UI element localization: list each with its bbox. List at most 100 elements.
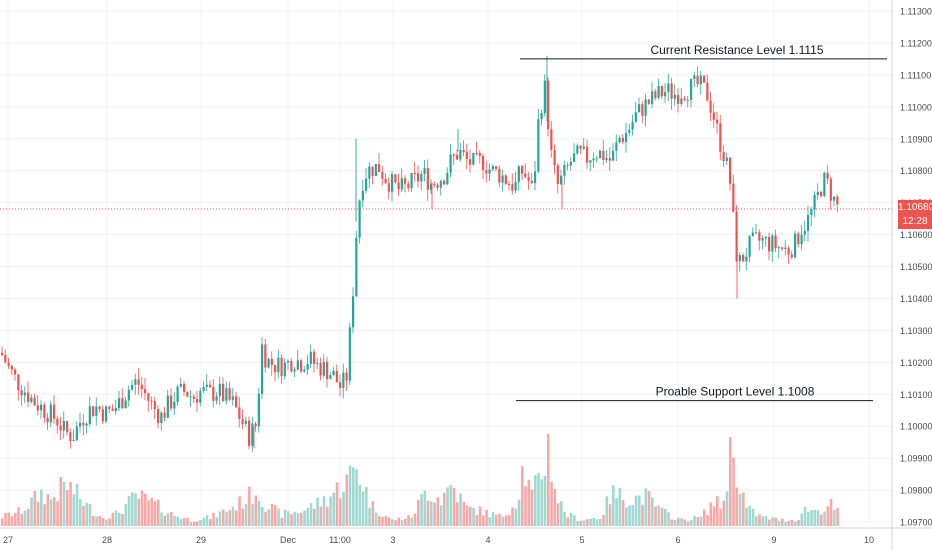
- candle-body: [712, 112, 715, 120]
- candle-body: [547, 80, 550, 130]
- candle-body: [777, 247, 780, 249]
- candle-body: [699, 75, 702, 85]
- candle-body: [592, 158, 595, 161]
- volume-bar: [543, 475, 547, 526]
- candle-body: [631, 121, 634, 130]
- volume-bar: [634, 495, 638, 526]
- candle-body: [426, 168, 429, 190]
- candle-body: [794, 233, 797, 258]
- candle-body: [329, 375, 332, 380]
- candle-body: [196, 398, 199, 403]
- candle-body: [696, 75, 699, 85]
- volume-bar: [387, 517, 391, 526]
- candle-body: [248, 420, 251, 446]
- volume-bar: [680, 518, 683, 526]
- candle-body: [371, 166, 374, 176]
- candle-body: [316, 363, 319, 365]
- volume-bar: [140, 490, 144, 526]
- candle-body: [241, 419, 244, 424]
- candle-body: [504, 175, 507, 184]
- candle-body: [374, 164, 377, 176]
- candle-body: [781, 247, 784, 249]
- candle-body: [378, 164, 381, 173]
- candle-body: [433, 184, 436, 186]
- candle-body: [725, 157, 728, 162]
- volume-bar: [495, 514, 498, 526]
- volume-bar: [254, 495, 258, 526]
- volume-bar: [274, 505, 277, 526]
- candle-body: [365, 178, 368, 191]
- candle-body: [358, 200, 361, 238]
- volume-bar: [66, 489, 69, 526]
- volume-bar: [683, 519, 687, 526]
- y-tick-label: 1.10300: [900, 326, 932, 336]
- volume-bar: [797, 520, 800, 526]
- candle-body: [612, 150, 615, 161]
- candle-body: [443, 180, 446, 185]
- volume-bar: [374, 512, 378, 526]
- volume-bar: [33, 490, 37, 526]
- volume-bar: [560, 501, 563, 526]
- candle-body: [836, 196, 839, 205]
- volume-bar: [313, 508, 316, 526]
- candle-body: [810, 209, 813, 216]
- y-tick-label: 1.10100: [900, 390, 932, 400]
- candle-body: [17, 374, 20, 391]
- candle-body: [560, 175, 563, 184]
- candle-body: [88, 406, 91, 424]
- volume-bar: [608, 504, 612, 526]
- candle-body: [703, 75, 706, 83]
- volume-bar: [378, 516, 381, 526]
- y-tick-label: 1.10800: [900, 166, 932, 176]
- volume-bar: [443, 492, 446, 526]
- volume-bar: [228, 510, 232, 526]
- candle-body: [787, 247, 790, 255]
- volume-bar: [781, 518, 784, 526]
- volume-bar: [579, 520, 583, 526]
- candle-body: [628, 129, 631, 133]
- volume-bar: [384, 515, 388, 526]
- x-tick-label: Dec: [280, 535, 297, 545]
- volume-bar: [280, 517, 284, 526]
- candle-body: [176, 386, 179, 402]
- volume-bar: [813, 510, 817, 526]
- candle-body: [134, 379, 137, 385]
- volume-bar: [732, 457, 735, 526]
- candle-body: [36, 405, 39, 411]
- volume-bar: [664, 508, 667, 526]
- candle-body: [95, 406, 98, 417]
- volume-bar: [404, 518, 407, 526]
- candle-body: [121, 398, 124, 409]
- volume-bar: [738, 493, 742, 526]
- candle-body: [485, 170, 488, 174]
- candle-body: [452, 154, 455, 156]
- candle-body: [615, 142, 618, 151]
- volume-bar: [352, 467, 355, 526]
- candle-body: [49, 404, 52, 423]
- candle-body: [205, 384, 208, 387]
- volume-bar: [651, 497, 654, 526]
- candle-body: [235, 396, 238, 408]
- volume-bar: [326, 506, 329, 526]
- volume-bar: [686, 521, 690, 526]
- volume-bar: [186, 517, 189, 526]
- volume-bar: [716, 496, 719, 526]
- candle-body: [608, 158, 611, 161]
- volume-bar: [264, 511, 267, 526]
- volume-bar: [836, 507, 839, 526]
- volume-bar: [196, 521, 199, 526]
- candle-body: [124, 400, 127, 409]
- candle-body: [768, 236, 771, 252]
- volume-bar: [647, 490, 651, 526]
- volume-bar: [550, 481, 553, 526]
- volume-bar: [638, 495, 641, 526]
- volume-bar: [829, 498, 833, 526]
- volume-bar: [332, 492, 336, 526]
- candle-body: [114, 408, 117, 411]
- x-tick-label: 11:00: [329, 535, 351, 545]
- candle-body: [764, 236, 767, 239]
- candle-body: [202, 386, 205, 391]
